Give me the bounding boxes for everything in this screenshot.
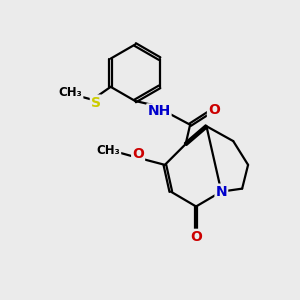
Text: NH: NH bbox=[147, 104, 170, 118]
Text: O: O bbox=[132, 147, 144, 161]
Text: CH₃: CH₃ bbox=[59, 86, 82, 99]
Text: O: O bbox=[190, 230, 202, 244]
Text: S: S bbox=[91, 96, 101, 110]
Text: CH₃: CH₃ bbox=[97, 143, 120, 157]
Text: N: N bbox=[215, 184, 227, 199]
Text: O: O bbox=[208, 103, 220, 117]
